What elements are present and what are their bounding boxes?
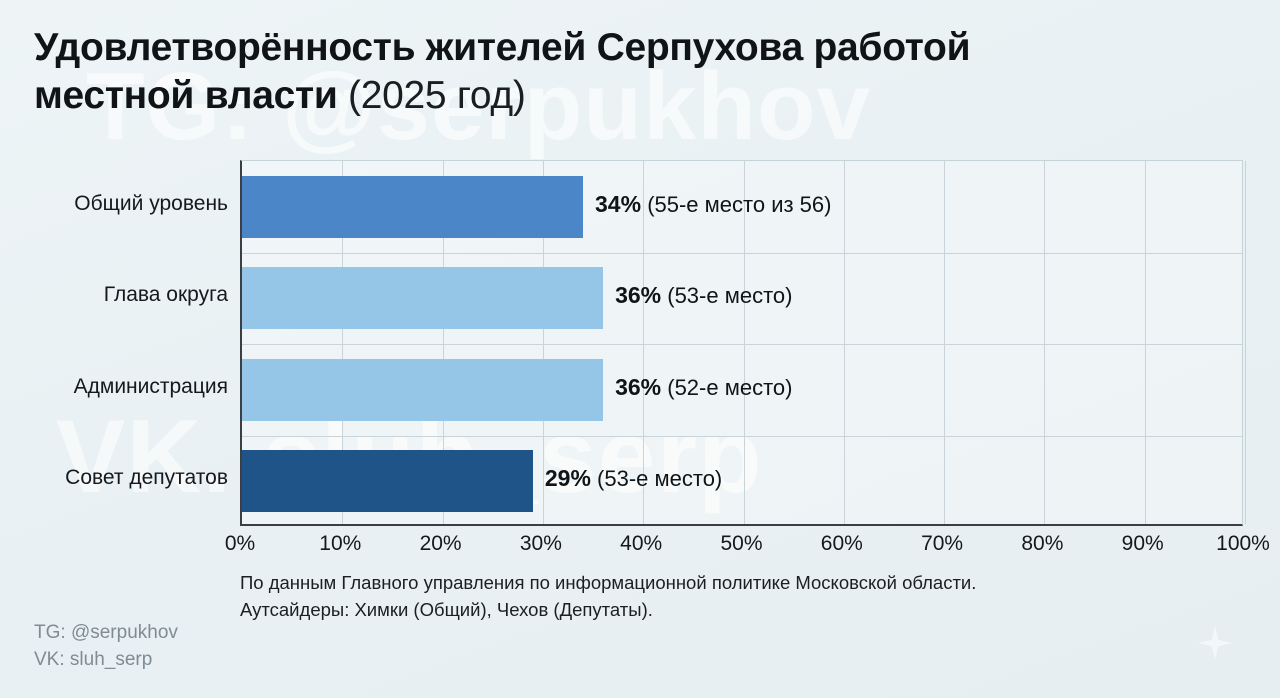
x-axis-tick-90: 90% xyxy=(1121,532,1164,555)
value-rank: (53-е место) xyxy=(667,283,793,309)
category-label-overall: Общий уровень xyxy=(74,191,228,215)
plot-area xyxy=(240,160,1246,526)
value-percent: 36% xyxy=(615,373,662,400)
x-axis-tick-0: 0% xyxy=(224,532,256,555)
credits: TG: @serpukhov VK: sluh_serp xyxy=(34,620,178,674)
gridline-vertical xyxy=(1044,161,1046,524)
gridline-vertical xyxy=(1144,161,1146,524)
value-percent: 36% xyxy=(615,282,662,309)
value-label-overall: 34% (55-е место из 56) xyxy=(595,191,831,218)
x-axis-tick-30: 30% xyxy=(519,532,562,555)
credit-telegram: TG: @serpukhov xyxy=(34,622,178,643)
category-label-administration: Администрация xyxy=(73,374,228,398)
x-axis-tick-50: 50% xyxy=(720,532,763,555)
x-axis-tick-100: 100% xyxy=(1216,532,1270,555)
value-label-council: 29% (53-е место) xyxy=(545,465,722,492)
value-percent: 34% xyxy=(595,190,642,217)
credit-vk: VK: sluh_serp xyxy=(34,648,153,670)
bar-0 xyxy=(242,175,584,238)
category-label-council: Совет депутатов xyxy=(65,466,228,490)
gridline-vertical xyxy=(944,161,946,524)
page-title-bold: Удовлетворённость жителей Серпухова рабо… xyxy=(34,26,971,117)
x-axis-tick-10: 10% xyxy=(319,532,362,555)
x-axis-tick-40: 40% xyxy=(620,532,663,555)
gridline-vertical xyxy=(1245,161,1246,524)
bar-1 xyxy=(242,267,604,330)
gridline-vertical xyxy=(342,161,344,524)
category-label-head: Глава округа xyxy=(103,283,228,307)
gridline-vertical xyxy=(442,161,444,524)
footnote-line-1: По данным Главного управления по информа… xyxy=(240,572,977,593)
x-axis-tick-80: 80% xyxy=(1021,532,1064,555)
bar-3 xyxy=(242,450,533,513)
gridline-vertical xyxy=(643,161,645,524)
value-label-administration: 36% (52-е место) xyxy=(615,374,792,401)
x-axis-tick-60: 60% xyxy=(820,532,863,555)
gridline-vertical xyxy=(743,161,745,524)
value-rank: (52-е место) xyxy=(667,374,793,400)
page-title: Удовлетворённость жителей Серпухова рабо… xyxy=(34,24,1134,120)
value-percent: 29% xyxy=(544,465,591,492)
gridline-horizontal xyxy=(242,344,1242,345)
value-rank: (53-е место) xyxy=(597,466,723,492)
value-label-head: 36% (53-е место) xyxy=(615,282,792,309)
value-rank: (55-е место из 56) xyxy=(647,191,832,217)
x-axis-tick-20: 20% xyxy=(419,532,462,555)
gridline-horizontal xyxy=(242,252,1242,254)
page-title-year: (2025 год) xyxy=(348,73,526,117)
gridline-vertical xyxy=(542,161,544,524)
gridline-vertical xyxy=(843,161,845,524)
footnote-line-2: Аутсайдеры: Химки (Общий), Чехов (Депута… xyxy=(240,598,653,620)
footnote: По данным Главного управления по информа… xyxy=(240,570,976,624)
bar-2 xyxy=(242,358,604,421)
x-axis-tick-70: 70% xyxy=(921,532,964,555)
gridline-horizontal xyxy=(242,435,1242,437)
